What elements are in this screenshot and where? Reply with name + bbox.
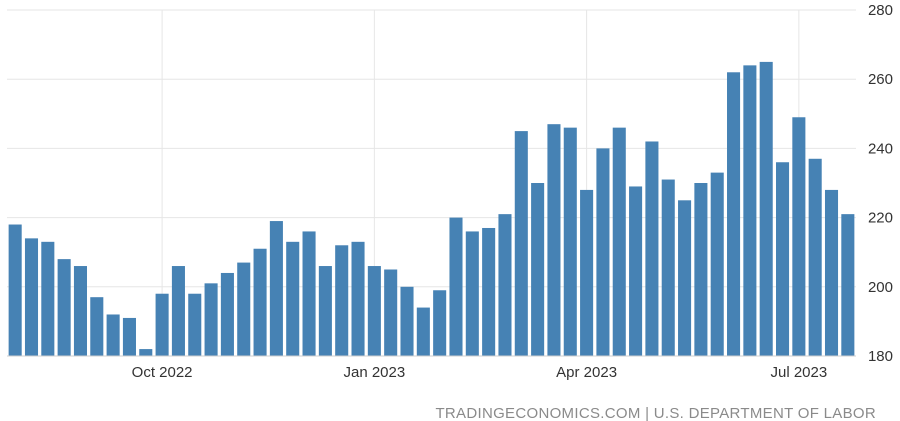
bar — [8, 224, 22, 356]
bar — [580, 189, 594, 356]
bar — [253, 248, 267, 356]
source-attribution: TRADINGECONOMICS.COM | U.S. DEPARTMENT O… — [435, 405, 876, 421]
bar — [41, 241, 55, 356]
x-tick-label: Jul 2023 — [770, 364, 827, 381]
bar — [645, 141, 659, 356]
bar — [237, 262, 251, 356]
bars — [8, 61, 855, 357]
bar — [400, 286, 414, 356]
x-tick-label: Apr 2023 — [556, 364, 617, 381]
y-tick-label: 280 — [868, 2, 893, 19]
bar — [122, 317, 136, 356]
bar — [302, 231, 316, 356]
bar — [24, 238, 39, 356]
bar — [57, 259, 71, 356]
bar — [531, 183, 545, 356]
bar — [661, 179, 675, 356]
bar — [727, 72, 741, 356]
bar — [433, 290, 447, 356]
bar — [367, 266, 381, 356]
bar — [759, 61, 773, 357]
bar — [743, 65, 757, 357]
y-axis-tick-labels: 180 200 220 240 260 280 — [868, 2, 893, 365]
bar — [808, 158, 822, 356]
x-axis-tick-labels: Oct 2022 Jan 2023 Apr 2023 Jul 2023 — [132, 364, 828, 381]
y-tick-label: 260 — [868, 71, 893, 88]
bar — [351, 241, 365, 356]
bar — [824, 189, 839, 356]
bar — [106, 314, 120, 356]
bar — [629, 186, 643, 356]
bar — [612, 127, 626, 356]
x-tick-label: Jan 2023 — [343, 364, 405, 381]
bar — [465, 231, 479, 356]
bar — [694, 183, 708, 356]
bar — [73, 266, 88, 356]
bar — [841, 214, 855, 356]
bar — [384, 269, 398, 356]
bar — [318, 266, 332, 356]
bar — [498, 214, 512, 356]
bar — [449, 217, 463, 356]
y-tick-label: 180 — [868, 348, 893, 365]
bar — [416, 307, 430, 356]
bar — [563, 127, 577, 356]
bar — [171, 266, 185, 356]
bar — [139, 349, 153, 356]
bar — [678, 200, 692, 356]
bar — [286, 241, 300, 356]
bar — [596, 148, 610, 356]
y-tick-label: 240 — [868, 140, 893, 157]
bar — [482, 227, 496, 356]
y-tick-label: 200 — [868, 279, 893, 296]
bar — [155, 293, 169, 356]
bar — [90, 297, 104, 356]
x-tick-label: Oct 2022 — [132, 364, 193, 381]
bar — [547, 124, 561, 357]
bar — [220, 272, 234, 356]
bar — [710, 172, 724, 356]
bar — [188, 293, 202, 356]
bar — [775, 162, 790, 356]
bar — [269, 221, 283, 356]
bar — [514, 131, 528, 356]
bar — [335, 245, 349, 356]
bar — [204, 283, 218, 356]
y-tick-label: 220 — [868, 210, 893, 227]
bar — [792, 117, 806, 356]
